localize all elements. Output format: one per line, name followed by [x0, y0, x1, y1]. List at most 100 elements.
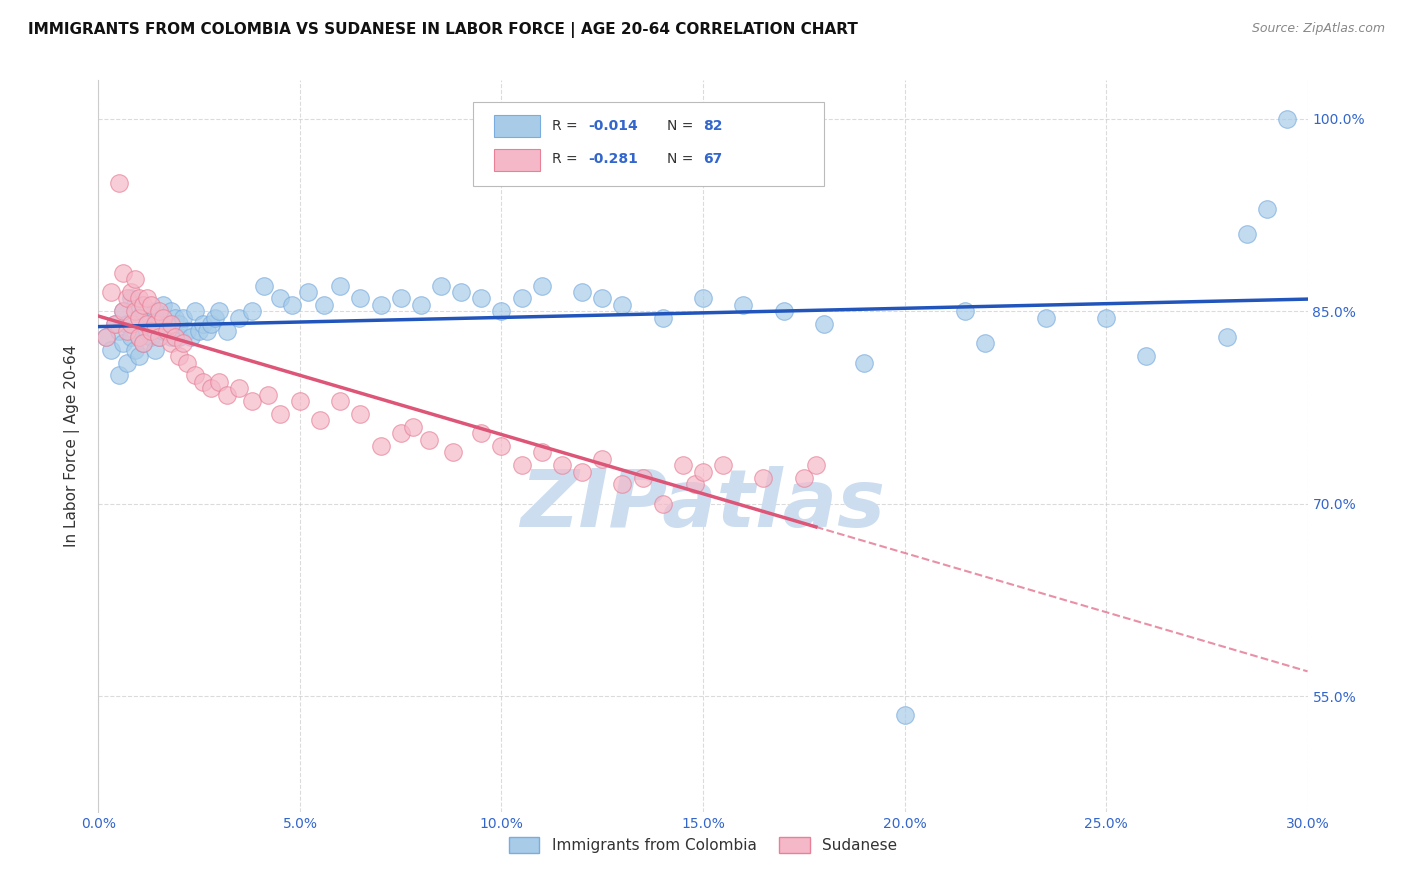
- Point: [1095, 310, 1118, 325]
- Point: [103, 317, 125, 331]
- Point: [793, 471, 815, 485]
- Point: [571, 285, 593, 299]
- Point: [389, 426, 412, 441]
- Point: [672, 458, 695, 473]
- Point: [591, 451, 613, 466]
- Point: [148, 317, 170, 331]
- Point: [96, 330, 118, 344]
- Point: [430, 278, 453, 293]
- Point: [651, 497, 673, 511]
- Text: N =: N =: [666, 119, 697, 133]
- Point: [804, 458, 827, 473]
- Point: [329, 394, 352, 409]
- Point: [128, 330, 150, 344]
- Text: R =: R =: [551, 153, 582, 166]
- Point: [172, 336, 194, 351]
- Point: [853, 355, 876, 369]
- Point: [135, 317, 157, 331]
- Text: ZIPatlas: ZIPatlas: [520, 466, 886, 543]
- Point: [228, 310, 250, 325]
- Point: [172, 310, 194, 325]
- Point: [128, 349, 150, 363]
- Point: [309, 413, 332, 427]
- Point: [450, 285, 472, 299]
- Point: [100, 285, 122, 299]
- Point: [193, 317, 215, 331]
- Point: [349, 407, 371, 421]
- Y-axis label: In Labor Force | Age 20-64: In Labor Force | Age 20-64: [63, 345, 80, 547]
- Point: [163, 330, 186, 344]
- Point: [733, 298, 755, 312]
- Point: [953, 304, 976, 318]
- Point: [441, 445, 464, 459]
- Point: [188, 324, 211, 338]
- Point: [297, 285, 319, 299]
- Point: [152, 310, 174, 325]
- Point: [176, 355, 198, 369]
- Point: [571, 465, 593, 479]
- Point: [491, 304, 513, 318]
- Point: [813, 317, 835, 331]
- Point: [228, 381, 250, 395]
- Point: [193, 375, 215, 389]
- Point: [974, 336, 997, 351]
- Point: [143, 304, 166, 318]
- Point: [167, 349, 190, 363]
- Point: [103, 317, 125, 331]
- Point: [711, 458, 734, 473]
- Point: [115, 355, 138, 369]
- Point: [156, 324, 179, 338]
- Text: IMMIGRANTS FROM COLOMBIA VS SUDANESE IN LABOR FORCE | AGE 20-64 CORRELATION CHAR: IMMIGRANTS FROM COLOMBIA VS SUDANESE IN …: [28, 22, 858, 38]
- Text: Source: ZipAtlas.com: Source: ZipAtlas.com: [1251, 22, 1385, 36]
- Point: [1236, 227, 1258, 242]
- Point: [200, 381, 222, 395]
- Point: [96, 330, 118, 344]
- Point: [107, 176, 129, 190]
- Point: [148, 330, 170, 344]
- Text: 67: 67: [703, 153, 723, 166]
- Point: [120, 330, 142, 344]
- Point: [491, 439, 513, 453]
- Point: [152, 324, 174, 338]
- Point: [120, 317, 142, 331]
- Point: [160, 304, 183, 318]
- Point: [135, 317, 157, 331]
- Point: [1256, 202, 1278, 216]
- Text: 82: 82: [703, 119, 723, 133]
- Point: [156, 317, 179, 331]
- Point: [683, 477, 706, 491]
- Point: [253, 278, 276, 293]
- Text: -0.014: -0.014: [588, 119, 638, 133]
- Point: [184, 368, 207, 383]
- Point: [329, 278, 352, 293]
- Point: [124, 304, 146, 318]
- Legend: Immigrants from Colombia, Sudanese: Immigrants from Colombia, Sudanese: [503, 830, 903, 859]
- Point: [167, 330, 190, 344]
- Point: [107, 324, 129, 338]
- Point: [124, 343, 146, 357]
- Point: [752, 471, 775, 485]
- Point: [100, 343, 122, 357]
- Point: [111, 304, 134, 318]
- Point: [551, 458, 574, 473]
- Point: [692, 465, 714, 479]
- Point: [160, 336, 183, 351]
- Point: [128, 310, 150, 325]
- Point: [530, 278, 553, 293]
- Point: [135, 292, 157, 306]
- Point: [217, 324, 239, 338]
- Point: [370, 439, 392, 453]
- Point: [160, 317, 183, 331]
- Text: R =: R =: [551, 119, 582, 133]
- Point: [148, 330, 170, 344]
- Point: [120, 292, 142, 306]
- Point: [115, 317, 138, 331]
- Point: [180, 330, 202, 344]
- Point: [692, 292, 714, 306]
- Point: [349, 292, 371, 306]
- Point: [1135, 349, 1157, 363]
- Point: [128, 292, 150, 306]
- Text: -0.281: -0.281: [588, 153, 638, 166]
- Point: [124, 272, 146, 286]
- Point: [409, 298, 432, 312]
